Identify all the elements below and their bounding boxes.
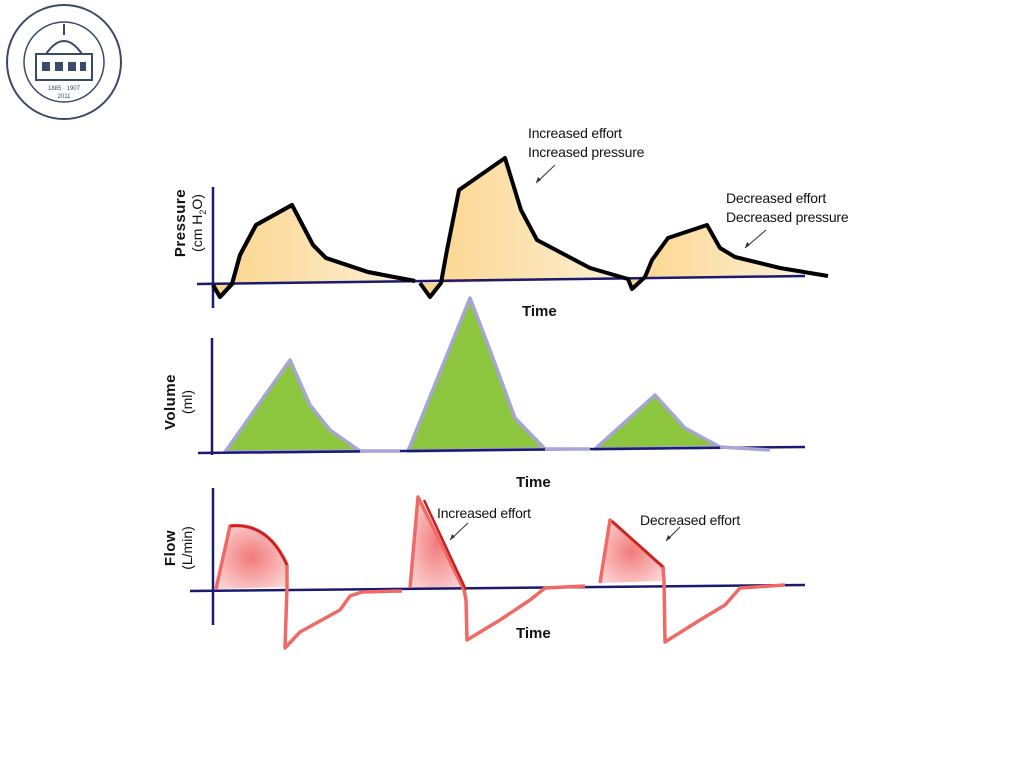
flow-breath-3-fill	[600, 520, 663, 583]
volume-baseline-trace	[360, 445, 771, 453]
arrow-head	[450, 534, 455, 540]
flow-breath-1-fill	[216, 525, 287, 589]
annotation-line: Increased effort	[528, 125, 622, 141]
pressure-waveform-line	[211, 156, 829, 299]
pressure-unit: (cm H2O)	[189, 194, 208, 252]
arrow-head	[536, 177, 541, 183]
volume-panel	[197, 296, 806, 455]
annotation-increased-pressure: Increased effort Increased pressure	[528, 124, 644, 162]
flow-panel	[189, 488, 806, 650]
volume-x-label: Time	[516, 474, 551, 491]
volume-unit: (ml)	[179, 389, 195, 415]
annotation-line: Decreased effort	[726, 190, 827, 206]
volume-breath-2	[406, 296, 547, 453]
arrow-head	[666, 535, 671, 541]
flow-decel-highlight	[229, 499, 664, 591]
flow-x-axis	[189, 583, 806, 593]
university-seal-logo: 1885 · 1907 2011	[2, 2, 126, 122]
annotation-flow-decreased-effort: Decreased effort	[640, 512, 741, 528]
volume-breath-3	[593, 393, 722, 451]
volume-y-label: Volume (ml)	[162, 362, 198, 442]
pressure-breath-1-fill	[213, 205, 415, 297]
volume-x-axis	[197, 445, 806, 455]
pressure-panel	[196, 156, 829, 308]
pressure-x-label: Time	[522, 303, 557, 320]
annotation-decreased-pressure: Decreased effort Decreased pressure	[726, 189, 849, 227]
flow-label: Flow	[162, 529, 179, 567]
flow-x-label: Time	[516, 625, 551, 642]
seal-graphic: 1885 · 1907 2011	[6, 4, 122, 120]
annotation-flow-increased-effort: Increased effort	[437, 505, 531, 521]
pressure-breath-3-fill	[625, 225, 805, 289]
volume-label: Volume	[162, 373, 179, 431]
volume-breath-1	[223, 358, 362, 454]
annotation-line: Increased pressure	[528, 144, 645, 160]
pressure-x-axis	[196, 274, 806, 286]
svg-text:1885 · 1907: 1885 · 1907	[48, 86, 81, 92]
pressure-label: Pressure	[172, 188, 189, 258]
flow-unit: (L/min)	[179, 526, 195, 570]
flow-y-label: Flow (L/min)	[162, 508, 198, 588]
annotation-line: Decreased pressure	[726, 209, 849, 225]
svg-text:2011: 2011	[58, 94, 72, 100]
pressure-y-label: Pressure (cm H2O)	[172, 163, 208, 283]
arrow-head	[745, 242, 750, 248]
